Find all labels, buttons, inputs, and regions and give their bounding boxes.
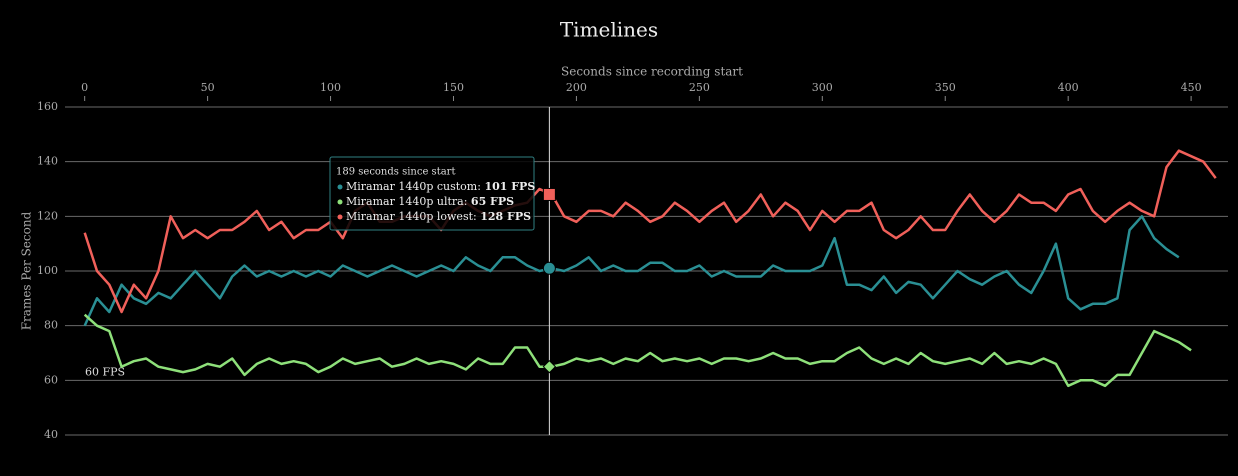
tooltip-box <box>329 156 535 231</box>
y-tick-label: 160 <box>37 100 58 113</box>
tooltip-entry: Miramar 1440p ultra: 65 FPS <box>346 195 514 208</box>
series-line <box>83 313 1192 388</box>
tooltip-label: Miramar 1440p lowest: <box>346 210 477 223</box>
x-tick-label: 300 <box>812 81 833 94</box>
tooltip-value: 101 FPS <box>484 180 535 193</box>
chart-title: Timelines <box>560 18 658 42</box>
hover-marker <box>542 359 557 374</box>
x-tick-label: 350 <box>935 81 956 94</box>
x-tick-label: 50 <box>201 81 215 94</box>
x-tick-label: 250 <box>689 81 710 94</box>
tooltip-swatch <box>337 199 343 205</box>
tooltip-swatch <box>337 184 343 190</box>
x-axis-label: Seconds since recording start <box>561 65 743 79</box>
x-tick-label: 450 <box>1181 81 1202 94</box>
hover-marker <box>542 187 556 201</box>
tooltip-swatch <box>337 214 343 220</box>
x-tick-label: 150 <box>443 81 464 94</box>
tooltip-entry: Miramar 1440p lowest: 128 FPS <box>346 210 531 223</box>
series-line <box>83 149 1217 314</box>
tooltip: 189 seconds since start Miramar 1440p cus… <box>329 156 535 231</box>
tooltip-label: Miramar 1440p ultra: <box>346 195 467 208</box>
tooltip-entry: Miramar 1440p custom: 101 FPS <box>346 180 535 193</box>
y-tick-label: 40 <box>44 428 58 441</box>
x-tick-label: 200 <box>566 81 587 94</box>
hover-marker <box>542 261 556 275</box>
tooltip-title: 189 seconds since start <box>336 167 455 178</box>
y-tick-label: 140 <box>37 155 58 168</box>
y-tick-label: 60 <box>44 373 58 386</box>
tooltip-value: 128 FPS <box>480 210 531 223</box>
x-tick-label: 100 <box>320 81 341 94</box>
series-line <box>83 215 1180 327</box>
annotation-label: 60 FPS <box>85 365 125 378</box>
x-tick-label: 400 <box>1058 81 1079 94</box>
y-tick-label: 80 <box>44 319 58 332</box>
tooltip-value: 65 FPS <box>471 195 514 208</box>
x-tick-label: 0 <box>81 81 88 94</box>
y-tick-label: 120 <box>37 209 58 222</box>
y-tick-label: 100 <box>37 264 58 277</box>
y-axis-label: Frames Per Second <box>20 211 34 330</box>
tooltip-label: Miramar 1440p custom: <box>346 180 481 193</box>
